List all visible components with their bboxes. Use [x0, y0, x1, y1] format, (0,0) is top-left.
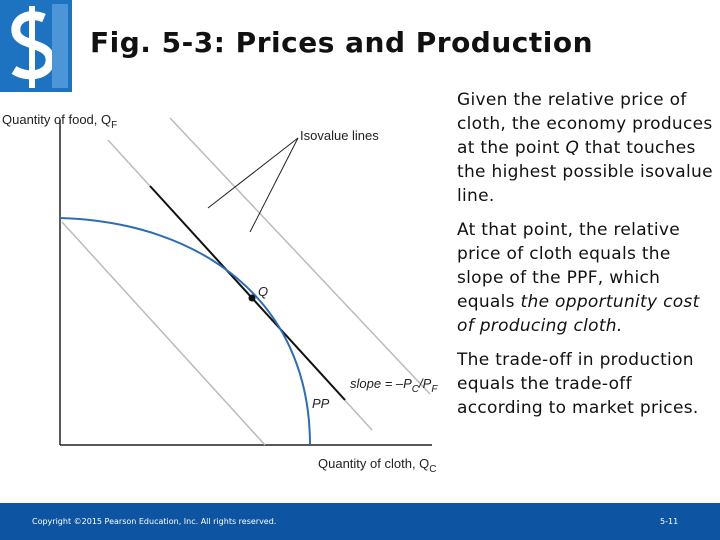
text-column: Given the relative price of cloth, the e… [457, 88, 719, 430]
isovalue-lines [61, 117, 431, 446]
text-run: Q [565, 138, 580, 158]
callout-line [249, 137, 299, 233]
text-run: F [431, 384, 438, 395]
logo [0, 0, 72, 92]
diagram: Quantity of food, QF Quantity of cloth, … [0, 0, 438, 475]
point-label: Q [258, 284, 268, 299]
curve-label: PP [312, 396, 330, 411]
paragraph: At that point, the relative price of clo… [457, 218, 719, 338]
text-run: Quantity of cloth, Q [318, 456, 429, 471]
footer: Copyright ©2015 Pearson Education, Inc. … [0, 503, 720, 540]
callout-line [207, 137, 299, 209]
text-run: At that point, the relative price of clo… [457, 220, 681, 312]
slide-title: Fig. 5-3: Prices and Production [90, 26, 594, 59]
text-run: F [111, 120, 117, 131]
text-run: the opportunity cost of producing cloth. [457, 292, 700, 336]
text-run: C [412, 384, 420, 395]
ppf-curve [59, 217, 311, 446]
text-run: The trade-off in production equals the t… [457, 350, 699, 418]
x-axis-label: Quantity of cloth, QC [318, 456, 437, 475]
paragraph: Given the relative price of cloth, the e… [457, 88, 719, 208]
page-number: 5-11 [660, 517, 679, 526]
point-q [248, 294, 256, 302]
callout-label: Isovalue lines [300, 128, 379, 143]
text-run: Quantity of food, Q [2, 112, 111, 127]
text-run: C [429, 464, 436, 475]
y-axis-label: Quantity of food, QF [2, 112, 117, 131]
text-run: slope = –P [350, 376, 412, 391]
paragraph: The trade-off in production equals the t… [457, 348, 719, 420]
text-run: that touches the highest possible isoval… [457, 138, 713, 206]
text-run: /P [418, 376, 432, 391]
text-run: Given the relative price of cloth, the e… [457, 90, 713, 158]
copyright: Copyright ©2015 Pearson Education, Inc. … [32, 517, 277, 526]
slope-label: slope = –PC/PF [350, 376, 438, 395]
tangent-line [149, 185, 346, 401]
